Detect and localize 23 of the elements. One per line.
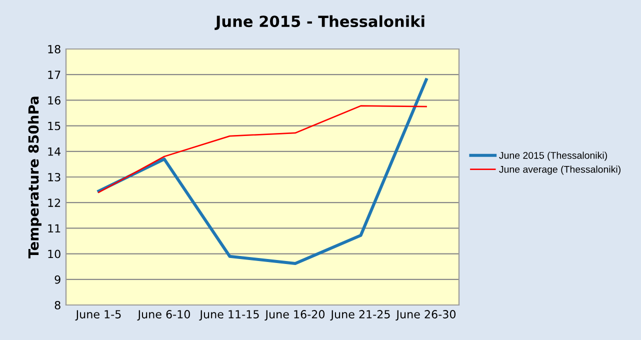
y-tick-label: 12 bbox=[48, 198, 60, 207]
y-tick-label: 9 bbox=[54, 275, 60, 284]
y-tick-label: 18 bbox=[48, 44, 60, 54]
x-tick-label: June 21-25 bbox=[330, 310, 390, 321]
line-series bbox=[97, 78, 428, 266]
legend-label: June average (Thessaloniki) bbox=[499, 166, 620, 175]
x-tick-label: June 1-5 bbox=[75, 310, 121, 321]
y-tick-label: 14 bbox=[48, 148, 61, 156]
y-tick-label: 17 bbox=[48, 70, 60, 79]
y-tick-label: 8 bbox=[54, 300, 60, 310]
x-tick-label: June 6-10 bbox=[137, 310, 190, 321]
y-tick-label: 10 bbox=[48, 250, 60, 258]
y-tick-label: 11 bbox=[48, 224, 60, 232]
y-tick-label: 15 bbox=[48, 122, 60, 130]
x-tick-label: June 11-15 bbox=[199, 310, 259, 321]
y-tick-label: 16 bbox=[48, 96, 60, 105]
x-tick-label: June 26-30 bbox=[396, 310, 456, 321]
legend-label: June 2015 (Thessaloniki) bbox=[499, 152, 607, 161]
y-axis-title: Temperature 850hPa bbox=[28, 96, 42, 258]
chart-title: June 2015 - Thessaloniki bbox=[214, 15, 424, 30]
y-tick-label: 13 bbox=[48, 172, 60, 182]
line-series bbox=[98, 105, 427, 194]
x-tick-label: June 16-20 bbox=[264, 310, 325, 321]
